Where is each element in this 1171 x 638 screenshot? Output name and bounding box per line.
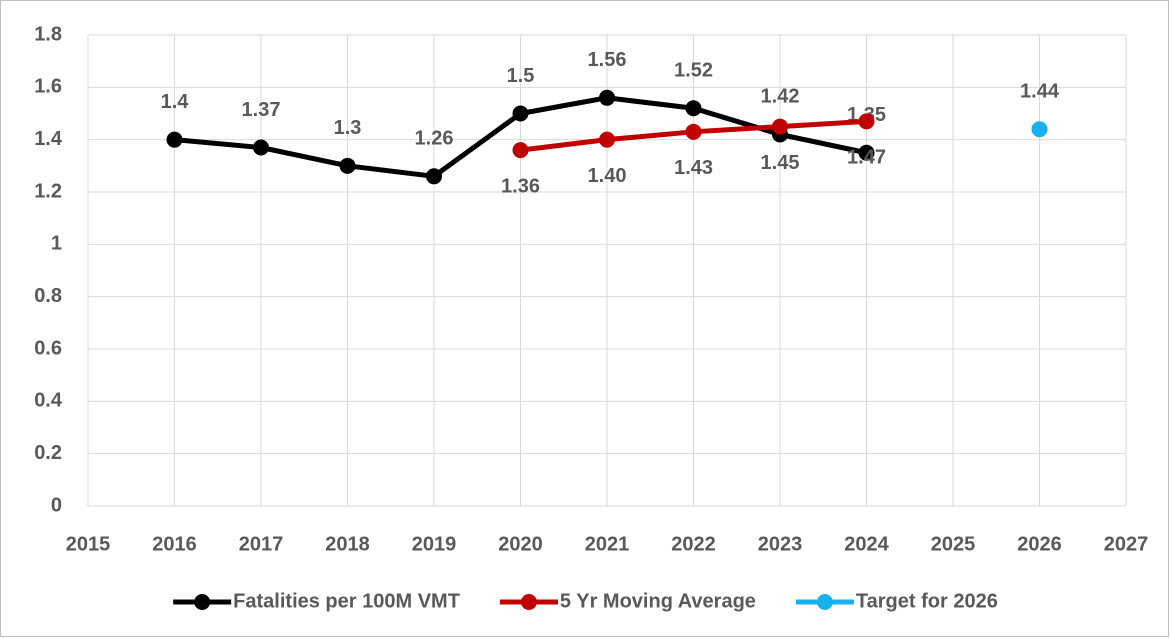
x-tick-label: 2026 xyxy=(1017,533,1062,555)
y-tick-label: 0 xyxy=(51,494,62,516)
x-tick-label: 2019 xyxy=(412,533,457,555)
data-label: 1.36 xyxy=(501,175,540,197)
data-point xyxy=(772,118,788,135)
data-point xyxy=(685,100,702,117)
data-point xyxy=(858,113,875,130)
data-label: 1.43 xyxy=(674,157,713,179)
y-tick-label: 0.8 xyxy=(34,285,62,307)
x-tick-label: 2023 xyxy=(758,533,803,555)
x-tick-label: 2018 xyxy=(325,533,370,555)
data-label: 1.40 xyxy=(588,165,627,187)
data-point xyxy=(599,131,615,148)
data-label: 1.5 xyxy=(507,65,535,87)
data-label: 1.52 xyxy=(674,60,713,82)
y-tick-label: 1 xyxy=(51,233,62,255)
x-tick-label: 2017 xyxy=(239,533,284,555)
data-point xyxy=(426,168,442,185)
data-label: 1.45 xyxy=(761,152,800,174)
y-tick-label: 0.2 xyxy=(34,442,62,464)
x-tick-label: 2022 xyxy=(671,533,716,555)
data-label: 1.4 xyxy=(161,91,190,113)
data-label: 1.47 xyxy=(847,147,886,169)
y-tick-label: 0.6 xyxy=(34,337,62,359)
data-point xyxy=(599,89,615,106)
data-point xyxy=(685,123,702,140)
data-label: 1.26 xyxy=(415,128,454,150)
x-tick-label: 2015 xyxy=(66,533,111,555)
data-label: 1.56 xyxy=(588,49,627,71)
y-tick-label: 1.6 xyxy=(34,76,62,98)
legend-label: Target for 2026 xyxy=(856,590,998,612)
legend-label: 5 Yr Moving Average xyxy=(560,590,756,612)
legend-label: Fatalities per 100M VMT xyxy=(233,590,460,612)
y-tick-label: 1.8 xyxy=(34,23,62,45)
legend-marker xyxy=(194,594,211,610)
legend-marker xyxy=(816,594,833,610)
data-point xyxy=(166,131,183,148)
y-tick-label: 0.4 xyxy=(34,390,63,412)
data-point xyxy=(512,142,529,159)
y-tick-label: 1.2 xyxy=(34,180,62,202)
data-label: 1.44 xyxy=(1020,80,1060,102)
x-tick-label: 2025 xyxy=(931,533,976,555)
x-tick-label: 2024 xyxy=(844,533,889,555)
data-point xyxy=(1031,121,1048,138)
legend-marker xyxy=(520,594,537,610)
data-point xyxy=(858,144,875,161)
x-tick-label: 2021 xyxy=(585,533,630,555)
data-label: 1.3 xyxy=(334,117,362,139)
data-point xyxy=(512,105,529,122)
data-label: 1.37 xyxy=(242,99,281,121)
data-label: 1.42 xyxy=(761,86,800,108)
data-point xyxy=(253,139,269,156)
x-tick-label: 2016 xyxy=(152,533,197,555)
data-point xyxy=(339,157,356,174)
y-tick-label: 1.4 xyxy=(34,128,63,150)
x-tick-label: 2020 xyxy=(498,533,543,555)
x-tick-label: 2027 xyxy=(1104,533,1149,555)
